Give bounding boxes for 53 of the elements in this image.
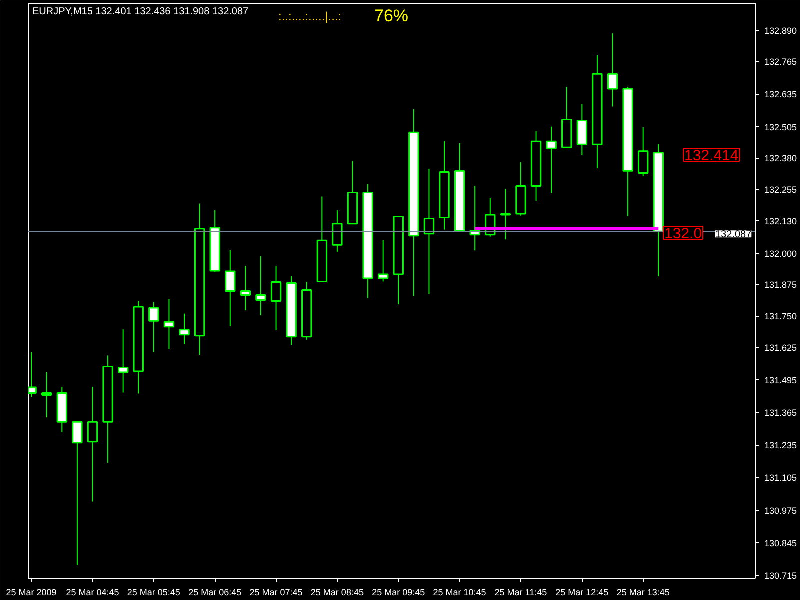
candlestick xyxy=(607,33,618,108)
annotation: 132.0 xyxy=(664,226,702,242)
candlestick xyxy=(638,127,649,177)
candlestick xyxy=(164,298,175,350)
x-tick-label: 25 Mar 09:45 xyxy=(372,588,426,598)
y-tick-label: 131.625 xyxy=(764,342,798,353)
candlestick xyxy=(500,188,512,240)
y-tick-label: 131.365 xyxy=(764,408,798,418)
candlestick xyxy=(576,104,588,156)
y-tick-label: 132.255 xyxy=(764,184,798,195)
y-tick-label: 131.105 xyxy=(764,473,798,484)
annotation: 76% xyxy=(374,6,409,26)
candlestick xyxy=(424,168,435,295)
y-tick-label: 132.890 xyxy=(764,26,798,36)
x-tick-label: 25 Mar 2009 xyxy=(6,588,57,598)
y-tick-label: 132.130 xyxy=(764,216,798,226)
candlestick xyxy=(225,250,236,327)
candlestick xyxy=(118,329,129,394)
x-tick-label: 25 Mar 10:45 xyxy=(433,588,486,598)
y-tick-label: 132.505 xyxy=(764,122,798,132)
candlestick xyxy=(72,421,83,566)
y-tick-label: 130.975 xyxy=(764,506,798,516)
y-tick-label: 131.495 xyxy=(764,375,798,386)
x-tick-label: 25 Mar 06:45 xyxy=(188,588,242,598)
annotation: 132.414 xyxy=(684,148,739,164)
candlestick xyxy=(546,126,557,194)
x-tick-label: 25 Mar 11:45 xyxy=(494,588,548,598)
x-tick-label: 25 Mar 07:45 xyxy=(250,588,303,598)
y-tick-label: 132.380 xyxy=(764,154,798,164)
candlestick xyxy=(42,372,52,418)
candlestick xyxy=(240,266,252,312)
candlestick xyxy=(256,256,266,316)
candlestick xyxy=(179,313,190,345)
candlestick xyxy=(378,240,389,282)
y-tick-label: 131.235 xyxy=(764,440,798,451)
candlestick xyxy=(148,302,160,353)
candlestick xyxy=(87,386,98,502)
y-tick-label: 132.000 xyxy=(764,248,798,259)
x-tick-label: 25 Mar 12:45 xyxy=(556,588,609,598)
y-tick-label: 131.750 xyxy=(764,312,798,322)
y-tick-label: 132.635 xyxy=(764,90,798,100)
y-tick-label: 132.765 xyxy=(764,57,798,68)
chart-title: EURJPY,M15 132.401 132.436 131.908 132.087 xyxy=(32,6,250,18)
y-tick-label: 130.845 xyxy=(764,538,798,548)
candlestick xyxy=(270,266,282,331)
x-tick-label: 25 Mar 05:45 xyxy=(127,588,180,598)
candlestick xyxy=(332,210,343,252)
x-tick-label: 25 Mar 04:45 xyxy=(66,588,120,598)
y-tick-label: 130.715 xyxy=(764,570,798,581)
x-tick-label: 25 Mar 08:45 xyxy=(310,588,364,598)
y-tick-label: 131.875 xyxy=(764,280,798,290)
annotation: :..:....:.....|...: xyxy=(278,10,342,24)
x-tick-label: 25 Mar 13:45 xyxy=(616,588,670,598)
